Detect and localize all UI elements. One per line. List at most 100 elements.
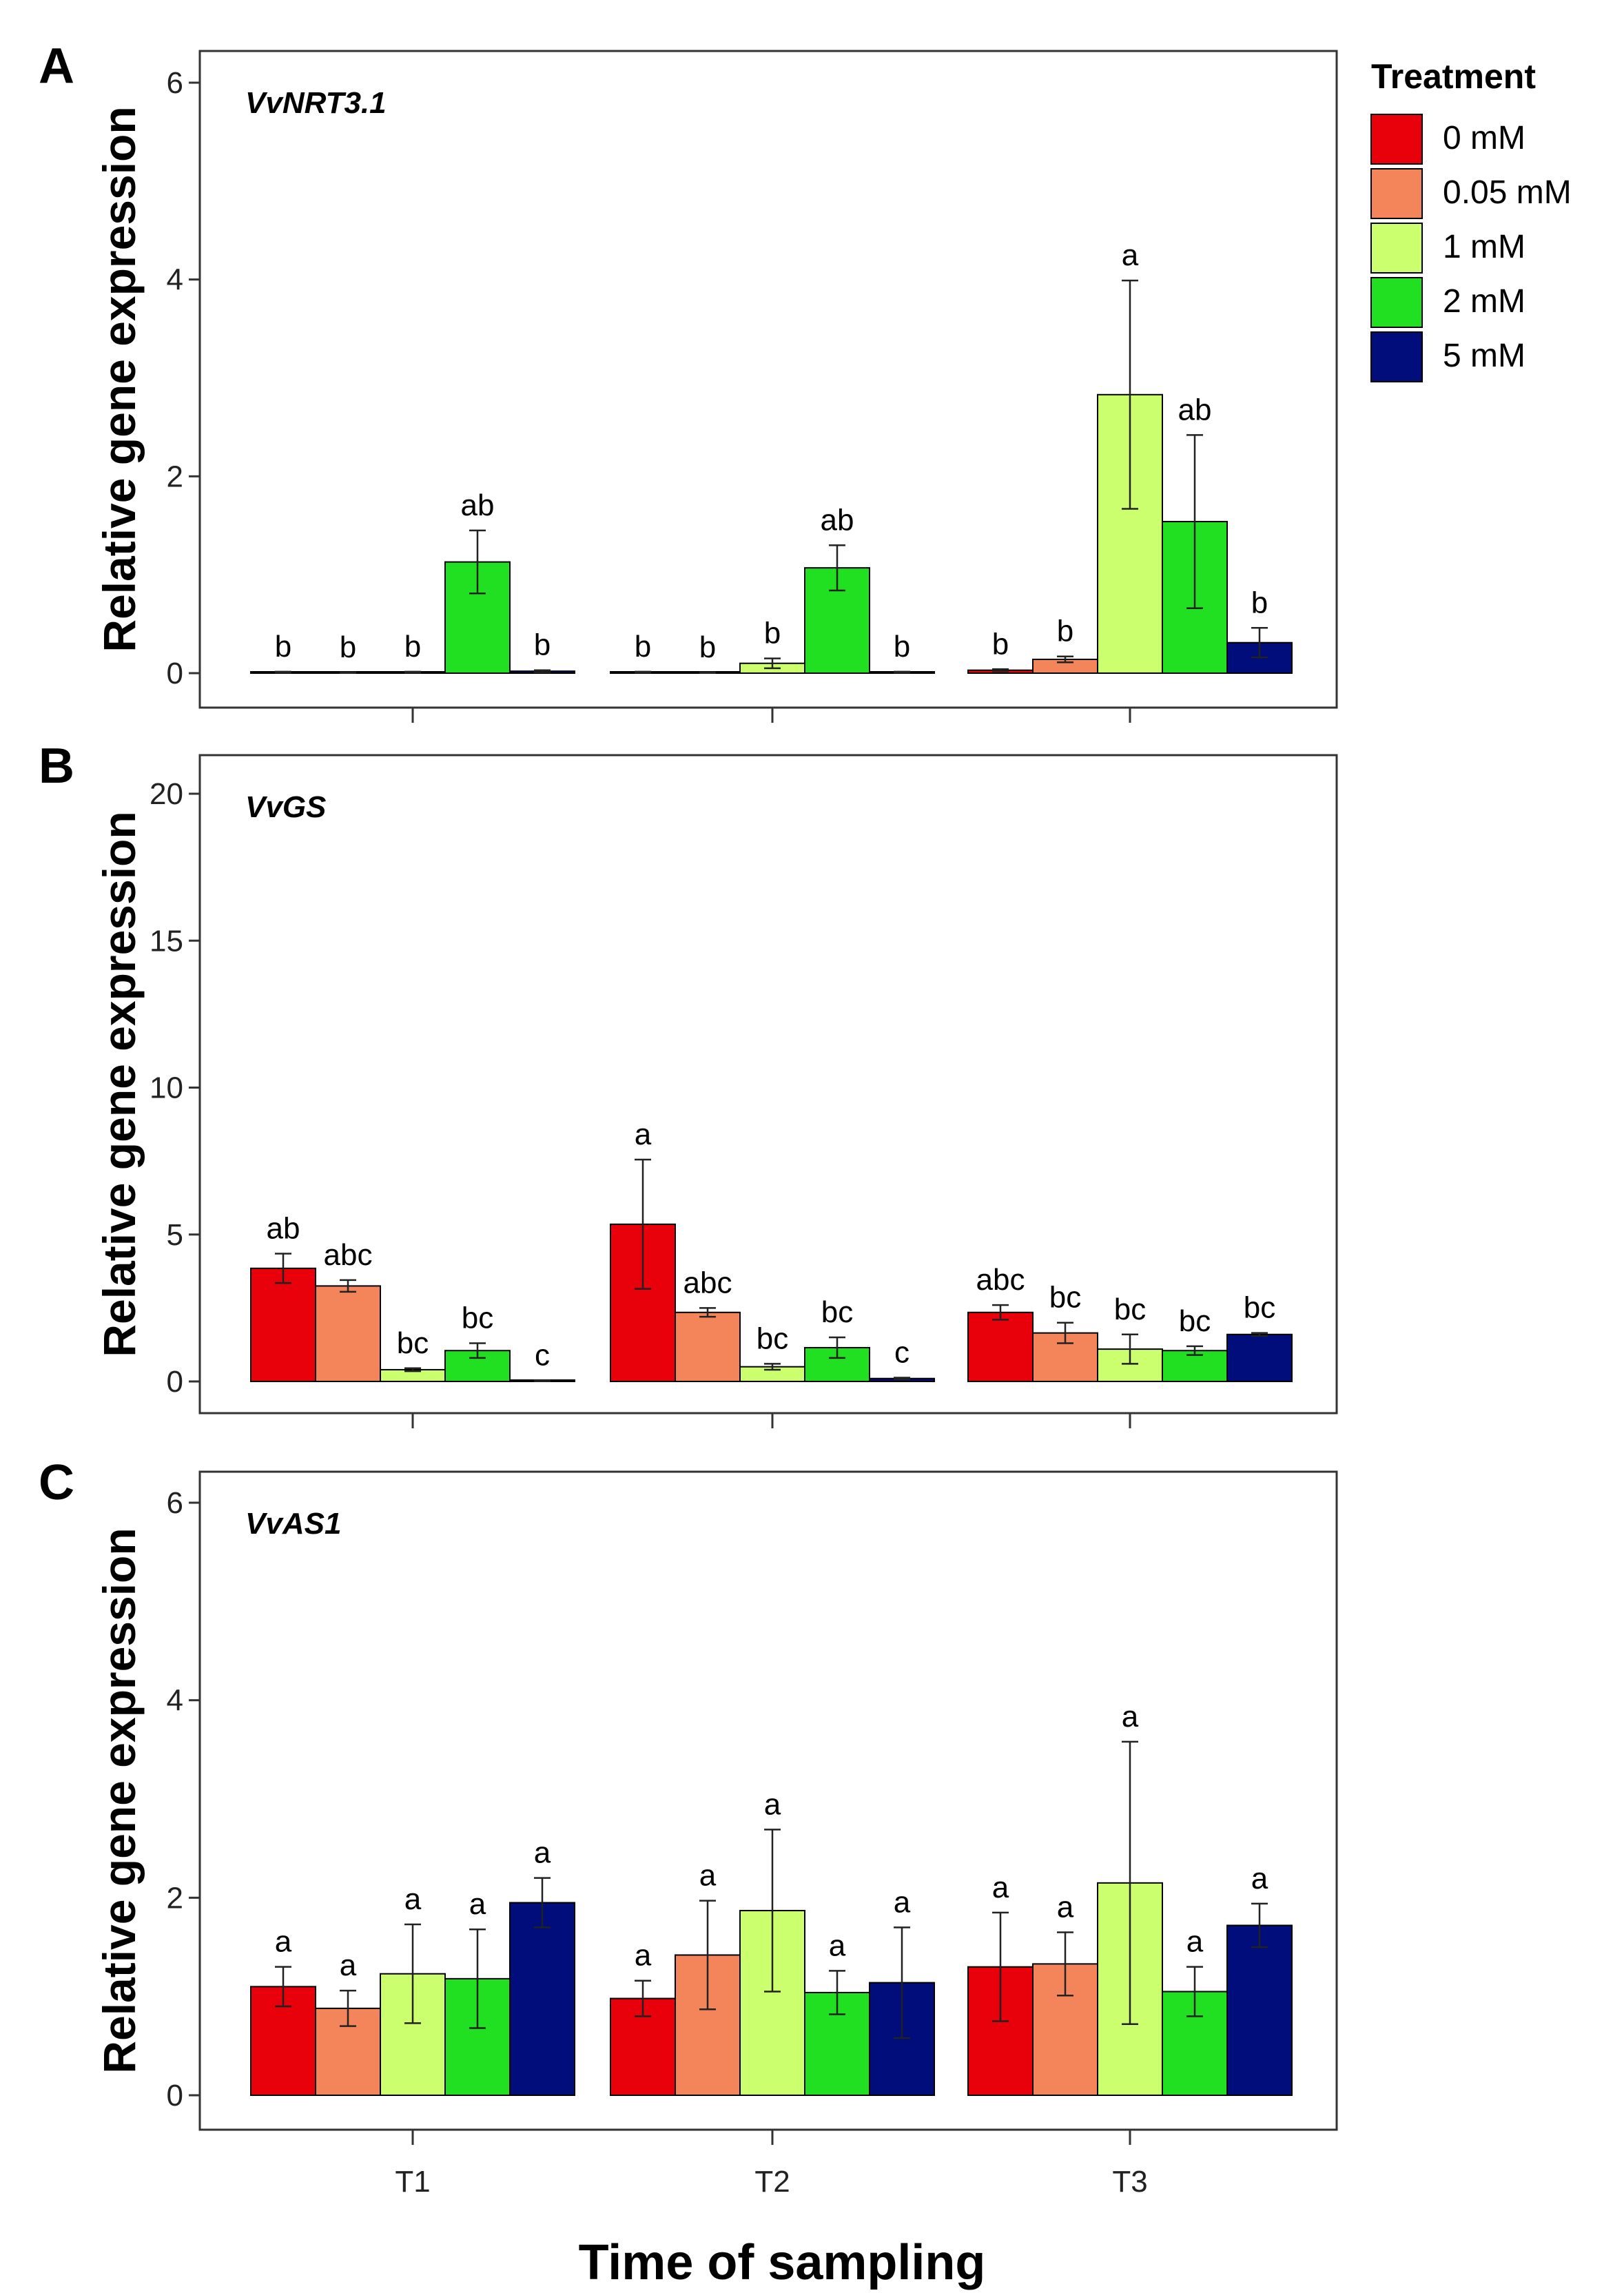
error-bar	[1251, 627, 1268, 659]
significance-letter: a	[764, 1787, 781, 1821]
significance-letter: b	[635, 630, 651, 664]
error-bar	[894, 1926, 910, 2039]
gene-title: VvNRT3.1	[245, 86, 387, 120]
significance-letter: a	[1186, 1925, 1204, 1959]
error-bar	[1186, 1966, 1203, 2017]
error-bar	[469, 1928, 486, 2029]
significance-letter: b	[340, 630, 356, 664]
y-axis-title: Relative gene expression	[94, 1528, 145, 2073]
bar	[1226, 1924, 1293, 2096]
significance-letter: b	[404, 630, 421, 664]
significance-letter: abc	[976, 1263, 1025, 1297]
significance-letter: b	[275, 630, 291, 664]
significance-letter: a	[635, 1939, 652, 1973]
error-bar	[469, 529, 486, 595]
significance-letter: a	[404, 1882, 422, 1916]
legend-label: 0 mM	[1443, 120, 1525, 156]
legend-label: 0.05 mM	[1443, 174, 1572, 211]
y-tick-label: 0	[167, 2079, 183, 2112]
significance-letter: a	[1122, 1700, 1139, 1734]
panel-letter: A	[39, 39, 74, 94]
legend-swatch	[1370, 331, 1423, 382]
significance-letter: bc	[757, 1322, 788, 1355]
plot-frame	[198, 754, 1338, 1415]
legend-item: 2 mM	[1370, 277, 1525, 328]
error-bar	[992, 668, 1009, 672]
significance-letter: a	[829, 1929, 846, 1962]
error-bar	[764, 657, 781, 670]
legend-swatch	[1370, 168, 1423, 219]
significance-letter: b	[894, 630, 910, 664]
significance-letter: b	[764, 617, 781, 650]
bar-group-t3: a a a a a	[967, 1700, 1293, 2097]
error-bar	[534, 669, 551, 673]
bar	[250, 1267, 316, 1382]
error-bar	[635, 1980, 651, 2017]
y-tick-label: 5	[167, 1218, 183, 1252]
error-bar	[275, 1253, 291, 1284]
error-bar	[1186, 1345, 1203, 1356]
error-bar	[829, 544, 845, 592]
error-bar	[829, 1970, 845, 2015]
significance-letter: a	[469, 1887, 486, 1921]
bar-group-t1: a a a a a	[250, 1836, 575, 2097]
bar-group-t3: b b a ab b	[967, 238, 1293, 675]
significance-letter: ab	[821, 503, 854, 537]
significance-letter: a	[534, 1836, 551, 1870]
x-tick-label: T3	[1112, 2165, 1147, 2199]
legend-items: 0 mM 0.05 mM 1 mM 2 mM 5 mM	[1370, 114, 1572, 382]
error-bar	[1122, 1740, 1138, 2026]
significance-letter: c	[535, 1339, 550, 1372]
significance-letter: a	[699, 1859, 717, 1893]
significance-letter: a	[1057, 1891, 1074, 1924]
error-bar	[1122, 1333, 1138, 1365]
error-bar	[635, 1158, 651, 1290]
error-bar	[404, 1367, 421, 1372]
error-bar	[1057, 655, 1073, 664]
error-bar	[534, 1877, 551, 1929]
plot-frame	[198, 1470, 1338, 2131]
significance-letter: a	[992, 1871, 1009, 1904]
significance-letter: b	[1057, 615, 1073, 648]
plot-frame	[198, 50, 1338, 709]
error-bar	[1057, 1322, 1073, 1344]
bar	[1226, 1333, 1293, 1383]
legend-swatch	[1370, 277, 1423, 328]
significance-letter: b	[1251, 586, 1268, 619]
error-bar	[1251, 1902, 1268, 1948]
legend-item: 5 mM	[1370, 331, 1525, 382]
y-tick-label: 4	[167, 1684, 183, 1718]
significance-letter: a	[635, 1118, 652, 1151]
significance-letter: a	[894, 1885, 911, 1919]
y-axis-title: Relative gene expression	[94, 811, 145, 1357]
legend-title: Treatment	[1371, 57, 1536, 96]
error-bar	[699, 1900, 716, 2011]
x-axis-title: Time of sampling	[579, 2235, 986, 2290]
significance-letter: b	[534, 628, 551, 662]
significance-letter: b	[699, 630, 716, 664]
error-bar	[469, 1342, 486, 1359]
error-bar	[275, 1966, 291, 2008]
bar	[967, 1311, 1034, 1382]
significance-letter: a	[340, 1948, 357, 1982]
error-bar	[1186, 434, 1203, 609]
error-bar	[992, 1911, 1009, 2022]
error-bar	[699, 671, 716, 674]
significance-letter: bc	[1049, 1281, 1081, 1315]
significance-letter: a	[1122, 238, 1139, 272]
bar-group-t2: b b b ab b	[610, 503, 935, 675]
legend-item: 1 mM	[1370, 223, 1525, 274]
panel-letter: C	[39, 1455, 74, 1510]
significance-letter: ab	[267, 1211, 300, 1245]
y-tick-label: 20	[150, 777, 183, 811]
y-tick-label: 15	[150, 924, 183, 958]
error-bar	[1057, 1931, 1073, 1997]
y-tick-label: 2	[167, 460, 183, 493]
bar	[675, 1311, 741, 1382]
legend-label: 1 mM	[1443, 229, 1525, 265]
